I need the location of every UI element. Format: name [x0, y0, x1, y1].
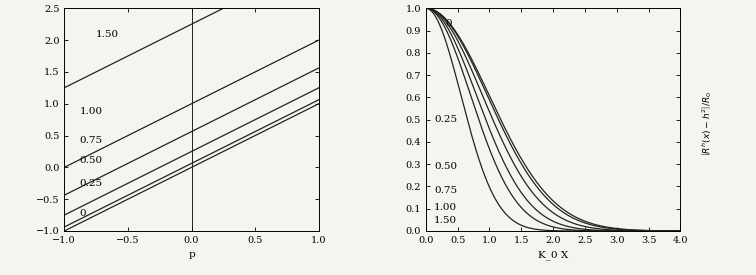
Text: 0.50: 0.50 — [79, 156, 103, 166]
Text: 1.50: 1.50 — [96, 31, 119, 40]
Text: 0.50: 0.50 — [434, 162, 457, 171]
Text: 0.75: 0.75 — [434, 186, 457, 196]
Text: 0.25: 0.25 — [434, 115, 457, 124]
Text: 0.25: 0.25 — [79, 179, 103, 188]
X-axis label: p: p — [188, 251, 195, 259]
Text: 0.75: 0.75 — [79, 136, 103, 145]
X-axis label: K_0 X: K_0 X — [538, 251, 569, 260]
Text: 0: 0 — [79, 209, 86, 218]
Text: 1.50: 1.50 — [434, 216, 457, 225]
Text: 1.00: 1.00 — [79, 107, 103, 116]
Text: $\left[R^h(x)-h^2\right]/R_0$: $\left[R^h(x)-h^2\right]/R_0$ — [700, 91, 714, 156]
Text: 0: 0 — [445, 19, 451, 28]
Text: 1.00: 1.00 — [434, 203, 457, 212]
